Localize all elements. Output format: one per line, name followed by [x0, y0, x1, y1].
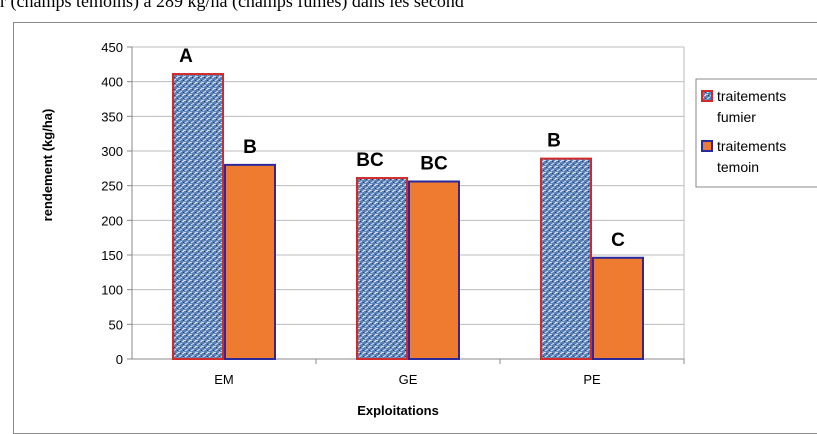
bar-temoin — [592, 256, 644, 360]
y-tick-label: 50 — [109, 317, 123, 332]
significance-letter: C — [611, 230, 625, 251]
bar-fumier — [540, 157, 592, 360]
bar-temoin — [408, 180, 460, 360]
legend-label: temoin — [717, 159, 759, 175]
significance-letter: BC — [356, 150, 384, 171]
y-tick-label: 300 — [101, 144, 123, 159]
bar-fumier — [172, 73, 224, 360]
bars — [172, 73, 644, 360]
y-tick-label: 250 — [101, 179, 123, 194]
bar-fumier — [356, 177, 408, 360]
significance-letter: A — [179, 46, 193, 67]
x-tick-label: PE — [583, 372, 601, 387]
legend-label: traitements — [717, 88, 786, 104]
legend-swatch-fumier — [701, 90, 713, 102]
significance-letter: B — [547, 131, 561, 152]
caption-fragment: r (champs témoins) à 289 kg/ha (champs f… — [0, 0, 464, 11]
bar-temoin — [224, 163, 276, 360]
legend-label: traitements — [717, 138, 786, 154]
legend-box — [695, 78, 817, 188]
y-axis-label: rendement (kg/ha) — [40, 109, 55, 222]
y-tick-label: 200 — [101, 213, 123, 228]
x-axis-label: Exploitations — [357, 403, 439, 418]
y-tick-label: 150 — [101, 248, 123, 263]
legend: traitements fumier traitements temoin — [695, 78, 817, 188]
y-tick-label: 450 — [101, 40, 123, 55]
y-tick-label: 350 — [101, 109, 123, 124]
y-tick-label: 400 — [101, 75, 123, 90]
y-tick-label: 100 — [101, 283, 123, 298]
y-tick-label: 0 — [116, 352, 123, 367]
chart-frame: 0 50 100 150 200 250 300 350 400 450 EM GE PE A B BC BC… — [13, 22, 817, 434]
x-tick-label: GE — [399, 372, 418, 387]
x-tick-label: EM — [214, 372, 234, 387]
legend-swatch-temoin — [701, 140, 713, 152]
significance-letter: B — [243, 137, 257, 158]
significance-letter: BC — [420, 154, 448, 175]
legend-label: fumier — [717, 109, 756, 125]
